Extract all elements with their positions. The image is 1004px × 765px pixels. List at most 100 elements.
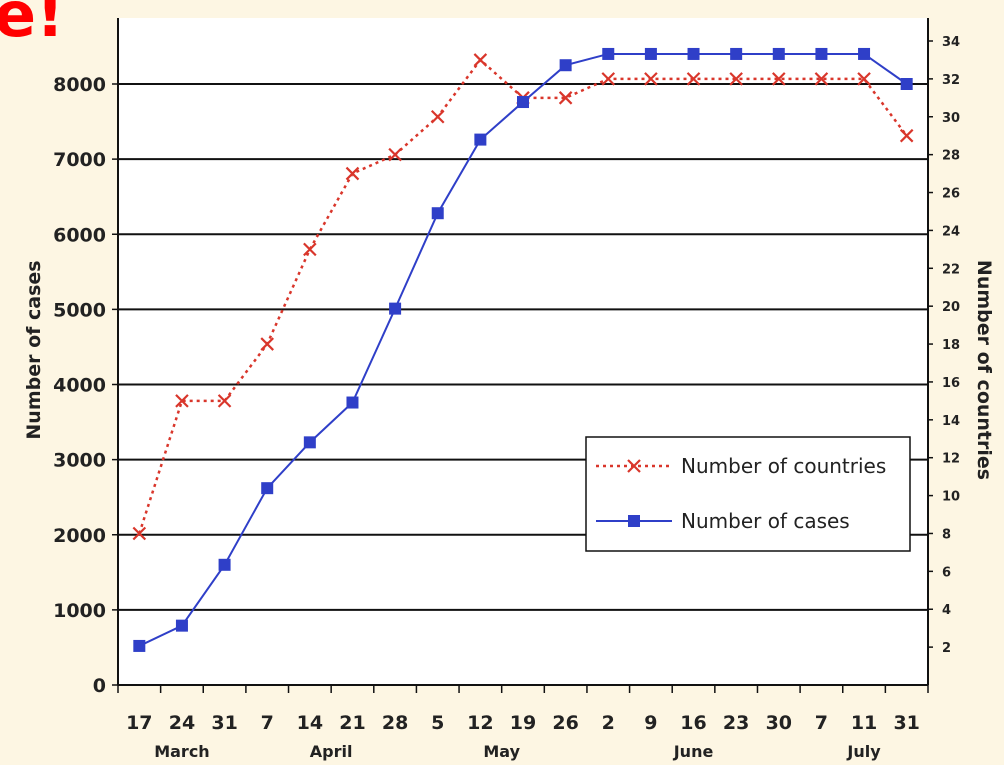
y-axis-title-left: Number of cases xyxy=(23,260,45,439)
data-point xyxy=(644,72,658,86)
x-tick-label: 31 xyxy=(211,712,237,734)
data-point xyxy=(260,337,274,351)
y-tick-label-right: 34 xyxy=(942,35,960,50)
y-tick-label-left: 8000 xyxy=(53,74,106,96)
y-tick-label-left: 3000 xyxy=(53,450,106,472)
y-tick-label-left: 1000 xyxy=(53,600,106,622)
data-point xyxy=(474,133,487,146)
x-tick-label: 17 xyxy=(126,712,152,734)
data-point xyxy=(857,72,871,86)
data-point xyxy=(303,242,317,257)
y-tick-label-right: 24 xyxy=(942,224,960,239)
y-tick-label-right: 26 xyxy=(942,187,960,202)
x-tick-label: 12 xyxy=(467,712,493,734)
legend: Number of countries Number of cases xyxy=(585,436,911,552)
data-point xyxy=(900,78,913,90)
data-point xyxy=(175,394,189,408)
data-point xyxy=(858,47,871,60)
data-point xyxy=(686,72,701,86)
data-point xyxy=(601,72,616,86)
data-point xyxy=(218,558,231,571)
legend-label: Number of countries xyxy=(681,454,886,478)
y-tick-label-right: 20 xyxy=(942,300,960,315)
y-tick-label-left: 7000 xyxy=(53,149,106,171)
series-layer xyxy=(132,47,914,652)
data-point xyxy=(687,47,700,60)
data-point xyxy=(814,72,829,86)
corner-overlay-text: e! xyxy=(0,0,65,51)
x-tick-label: 28 xyxy=(382,712,408,734)
y-tick-label-left: 4000 xyxy=(53,375,106,397)
data-point xyxy=(815,47,828,60)
y-tick-label-left: 0 xyxy=(93,675,106,697)
month-label: July xyxy=(846,742,881,761)
data-point xyxy=(899,128,914,143)
x-tick-label: 11 xyxy=(851,712,877,734)
data-point xyxy=(729,72,743,86)
data-point xyxy=(389,302,402,315)
y-tick-label-right: 6 xyxy=(942,565,951,580)
data-point xyxy=(558,91,573,105)
y-axis-title-right: Number of countries xyxy=(973,260,995,480)
x-tick-label: 16 xyxy=(680,712,706,734)
data-point xyxy=(217,394,232,408)
legend-box xyxy=(585,436,911,552)
legend-marker xyxy=(628,515,640,527)
y-tick-label-right: 10 xyxy=(942,490,960,505)
data-point xyxy=(132,526,147,541)
y-tick-label-right: 12 xyxy=(942,452,960,467)
x-tick-label: 19 xyxy=(510,712,536,734)
data-point xyxy=(730,47,743,60)
x-tick-label: 31 xyxy=(893,712,919,734)
month-label: May xyxy=(483,742,520,761)
x-tick-label: 30 xyxy=(766,712,792,734)
y-tick-label-left: 2000 xyxy=(53,525,106,547)
x-tick-label: 24 xyxy=(169,712,195,734)
axes xyxy=(112,18,933,693)
month-label: June xyxy=(673,742,714,761)
month-label: April xyxy=(310,742,353,761)
data-point xyxy=(473,53,488,67)
data-point xyxy=(644,47,657,60)
y-tick-label-right: 18 xyxy=(942,338,960,353)
x-tick-label: 26 xyxy=(552,712,578,734)
y-tick-label-left: 6000 xyxy=(53,224,106,246)
x-tick-label: 21 xyxy=(339,712,365,734)
y-tick-label-right: 8 xyxy=(942,527,951,542)
x-tick-label: 7 xyxy=(815,712,828,734)
y-tick-label-right: 28 xyxy=(942,149,960,164)
y-tick-label-right: 2 xyxy=(942,641,951,656)
data-point xyxy=(559,59,572,72)
data-point xyxy=(345,166,360,181)
plot-background xyxy=(118,18,928,685)
data-point xyxy=(430,109,445,124)
month-label: March xyxy=(154,742,209,761)
data-point xyxy=(346,396,359,409)
gridlines xyxy=(118,83,928,611)
data-point xyxy=(772,72,786,86)
data-point xyxy=(772,47,785,60)
legend-marker xyxy=(627,459,641,473)
y-tick-label-right: 32 xyxy=(942,73,960,88)
data-point xyxy=(388,147,402,162)
x-tick-label: 5 xyxy=(431,712,444,734)
y-tick-label-right: 22 xyxy=(942,262,960,277)
x-tick-label: 7 xyxy=(261,712,274,734)
y-tick-label-left: 5000 xyxy=(53,299,106,321)
x-tick-label: 14 xyxy=(297,712,323,734)
data-point xyxy=(261,482,274,495)
data-point xyxy=(517,96,529,109)
x-tick-label: 2 xyxy=(602,712,615,734)
data-point xyxy=(175,619,188,632)
y-tick-label-right: 14 xyxy=(942,414,960,429)
y-tick-label-right: 4 xyxy=(942,603,951,618)
data-point xyxy=(303,436,316,449)
data-point xyxy=(602,47,615,60)
legend-label: Number of cases xyxy=(681,509,850,533)
tick-labels: 0100020003000400050006000700080002468101… xyxy=(23,35,995,761)
x-tick-label: 9 xyxy=(644,712,657,734)
x-tick-label: 23 xyxy=(723,712,749,734)
y-tick-label-right: 30 xyxy=(942,111,960,126)
y-tick-label-right: 16 xyxy=(942,376,960,391)
